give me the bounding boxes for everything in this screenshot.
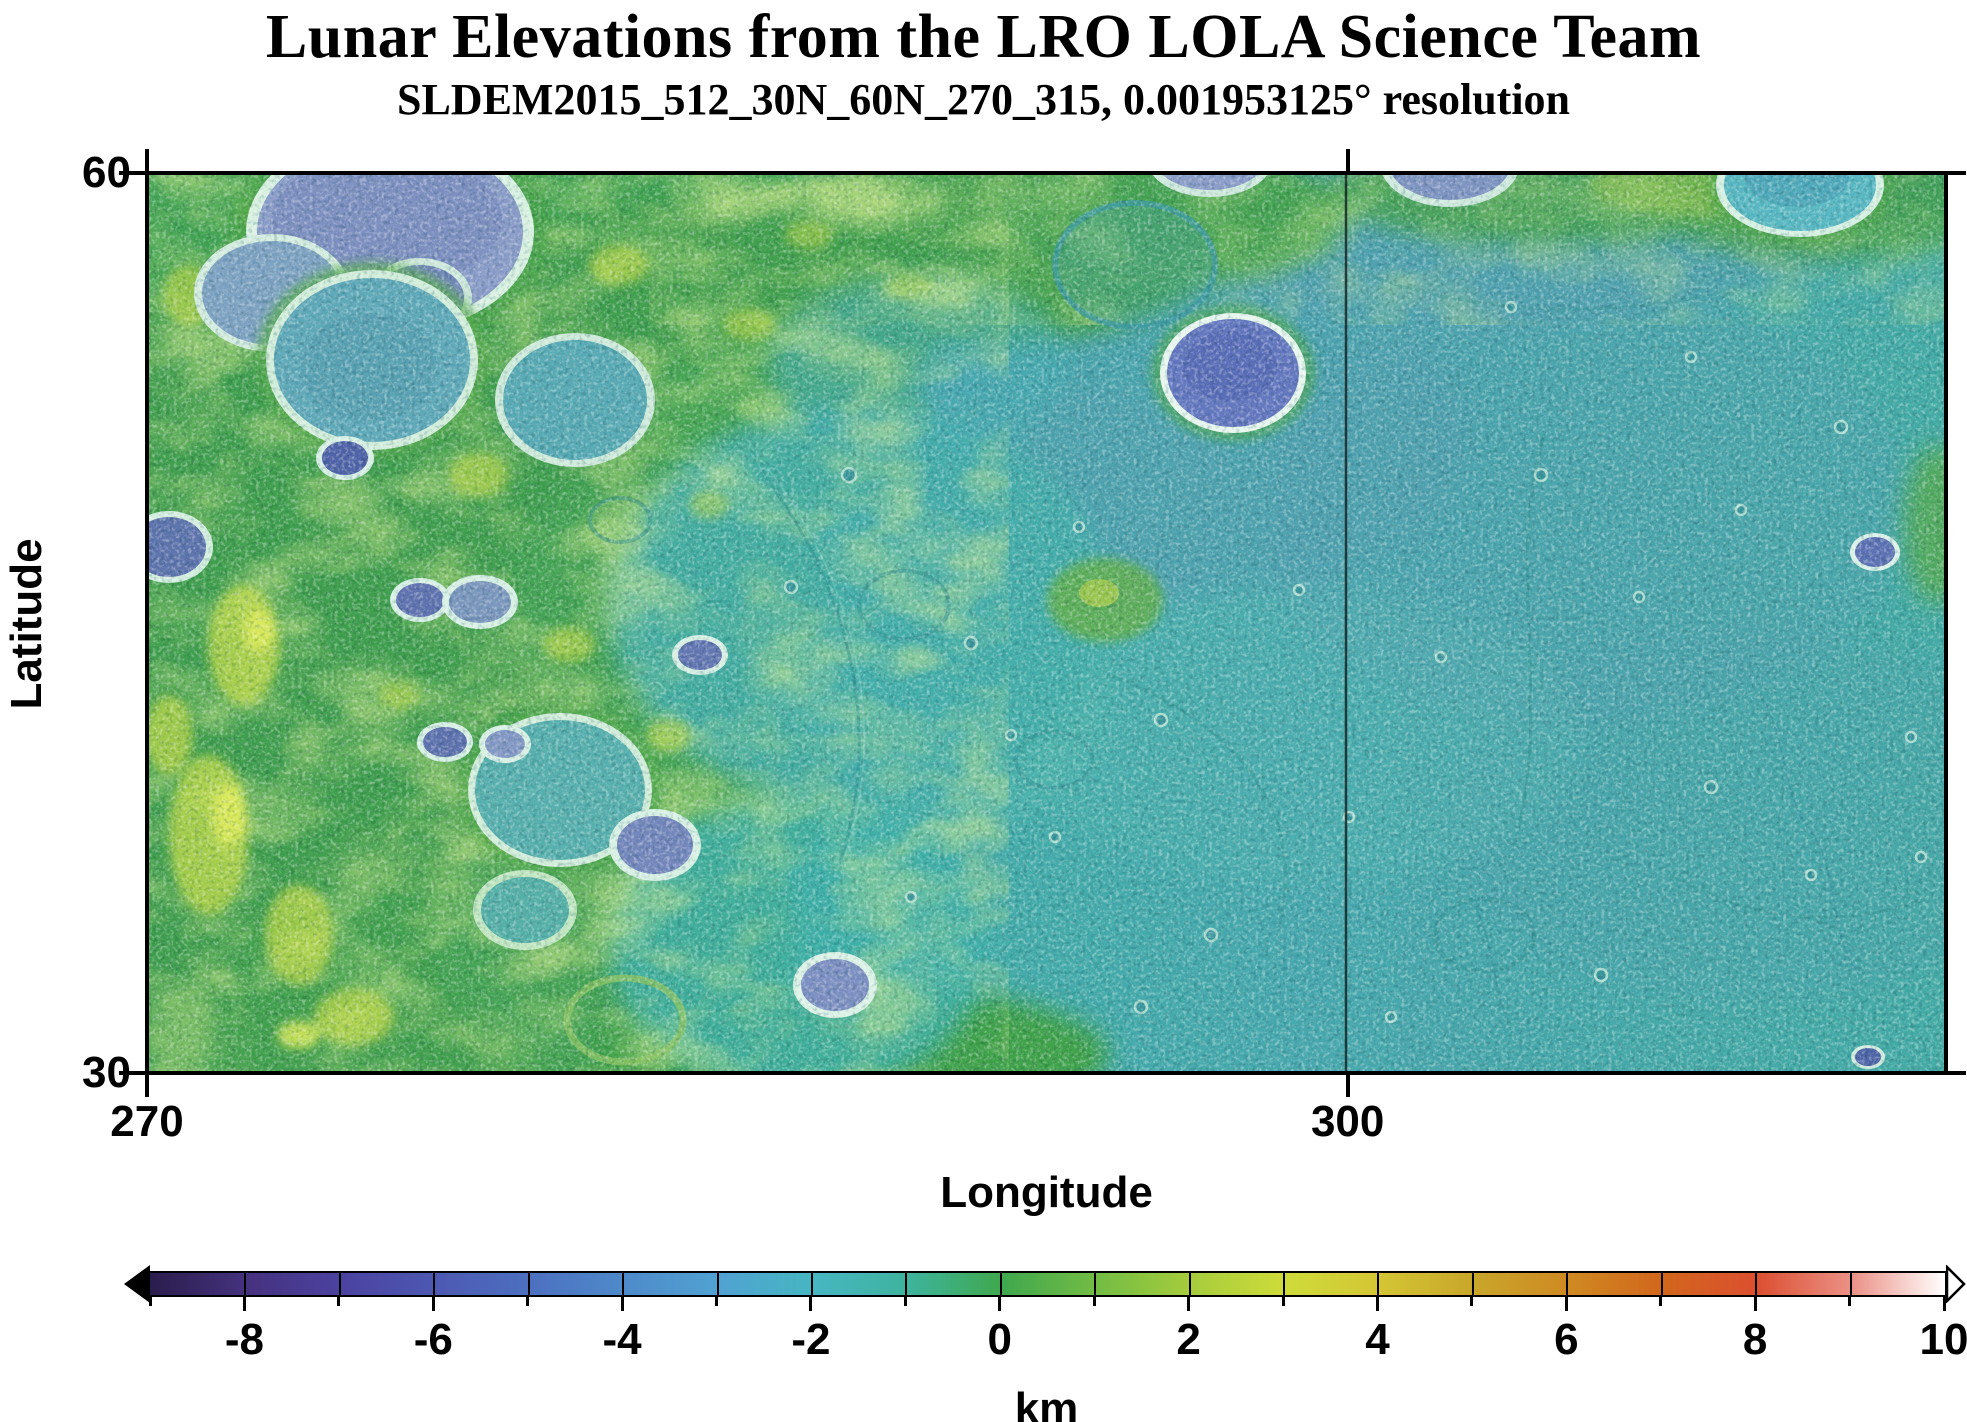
colorbar-segment bbox=[244, 1273, 340, 1295]
colorbar-segment bbox=[1283, 1273, 1379, 1295]
colorbar-major-tick bbox=[1564, 1297, 1568, 1311]
colorbar-segment bbox=[999, 1273, 1096, 1295]
colorbar-major-tick bbox=[809, 1297, 813, 1311]
colorbar-major-tick bbox=[242, 1297, 246, 1311]
colorbar-minor-tick bbox=[903, 1297, 907, 1306]
colorbar-tick-label: 10 bbox=[1919, 1315, 1967, 1364]
lon-tick-label: 300 bbox=[1310, 1097, 1385, 1146]
lat-tick-right bbox=[1948, 171, 1966, 175]
lat-tick-left bbox=[119, 1071, 145, 1075]
colorbar-unit-label: km bbox=[1014, 1384, 1079, 1422]
colorbar-minor-tick bbox=[526, 1297, 530, 1306]
colorbar-tick-label: 2 bbox=[1176, 1315, 1201, 1364]
colorbar-tick-label: 4 bbox=[1365, 1315, 1390, 1364]
colorbar-minor-tick bbox=[1848, 1297, 1852, 1306]
colorbar-minor-tick bbox=[1281, 1297, 1285, 1306]
colorbar-minor-tick bbox=[1092, 1297, 1096, 1306]
colorbar-major-tick bbox=[620, 1297, 624, 1311]
colorbar-segment bbox=[1377, 1273, 1473, 1295]
colorbar-tick-label: 0 bbox=[987, 1315, 1013, 1364]
y-axis-title: Latitude bbox=[2, 538, 51, 710]
colorbar-segment bbox=[150, 1273, 246, 1295]
colorbar-tick-label: -6 bbox=[413, 1315, 453, 1364]
colorbar-segment bbox=[1471, 1273, 1568, 1295]
colorbar-segment bbox=[622, 1273, 718, 1295]
colorbar-segment bbox=[716, 1273, 812, 1295]
colorbar-segment bbox=[338, 1273, 435, 1295]
lat-tick-right bbox=[1948, 1071, 1966, 1075]
colorbar-major-tick bbox=[1375, 1297, 1379, 1311]
colorbar-minor-tick bbox=[1659, 1297, 1663, 1306]
lat-tick-left bbox=[119, 171, 145, 175]
lon-tick-top bbox=[1345, 149, 1350, 171]
colorbar-segment bbox=[1849, 1273, 1946, 1295]
colorbar-tick-label: 6 bbox=[1554, 1315, 1579, 1364]
colorbar-tick-label: -4 bbox=[602, 1315, 642, 1364]
colorbar-segment bbox=[1755, 1273, 1851, 1295]
lon-tick-bottom bbox=[145, 1075, 149, 1097]
lat-tick-label: 30 bbox=[82, 1048, 131, 1097]
colorbar-left-arrow-icon bbox=[124, 1265, 150, 1303]
colorbar-major-tick bbox=[1187, 1297, 1191, 1311]
colorbar-major-tick bbox=[1942, 1297, 1946, 1311]
colorbar-segment bbox=[810, 1273, 907, 1295]
colorbar-segment bbox=[527, 1273, 624, 1295]
colorbar-major-tick bbox=[431, 1297, 435, 1311]
colorbar-tick-label: -8 bbox=[224, 1315, 264, 1364]
colorbar-major-tick bbox=[1753, 1297, 1757, 1311]
colorbar-segment bbox=[905, 1273, 1001, 1295]
colorbar-tick-label: -2 bbox=[791, 1315, 831, 1364]
x-axis-title: Longitude bbox=[940, 1168, 1153, 1217]
lon-tick-label: 270 bbox=[110, 1097, 184, 1146]
colorbar-gradient bbox=[150, 1273, 1946, 1295]
colorbar-minor-tick bbox=[148, 1297, 152, 1306]
colorbar-segment bbox=[433, 1273, 529, 1295]
colorbar-segment bbox=[1188, 1273, 1285, 1295]
lat-tick-label: 60 bbox=[82, 148, 131, 197]
colorbar-segment bbox=[1094, 1273, 1190, 1295]
colorbar bbox=[148, 1271, 1946, 1297]
colorbar-minor-tick bbox=[715, 1297, 719, 1306]
lon-tick-bottom bbox=[1345, 1075, 1350, 1097]
colorbar-minor-tick bbox=[1470, 1297, 1474, 1306]
colorbar-major-tick bbox=[998, 1297, 1002, 1311]
map-plot-area bbox=[145, 171, 1948, 1075]
lunar-elevation-render bbox=[149, 175, 1944, 1071]
figure-title: Lunar Elevations from the LRO LOLA Scien… bbox=[265, 3, 1702, 71]
colorbar-segment bbox=[1660, 1273, 1757, 1295]
figure-subtitle: SLDEM2015_512_30N_60N_270_315, 0.0019531… bbox=[396, 75, 1571, 124]
colorbar-minor-tick bbox=[337, 1297, 341, 1306]
colorbar-right-arrow-icon bbox=[1946, 1265, 1966, 1303]
shadow-speckle-texture bbox=[149, 175, 1944, 1071]
colorbar-segment bbox=[1566, 1273, 1662, 1295]
colorbar-tick-label: 8 bbox=[1742, 1315, 1768, 1364]
lon-tick-top bbox=[145, 149, 149, 171]
